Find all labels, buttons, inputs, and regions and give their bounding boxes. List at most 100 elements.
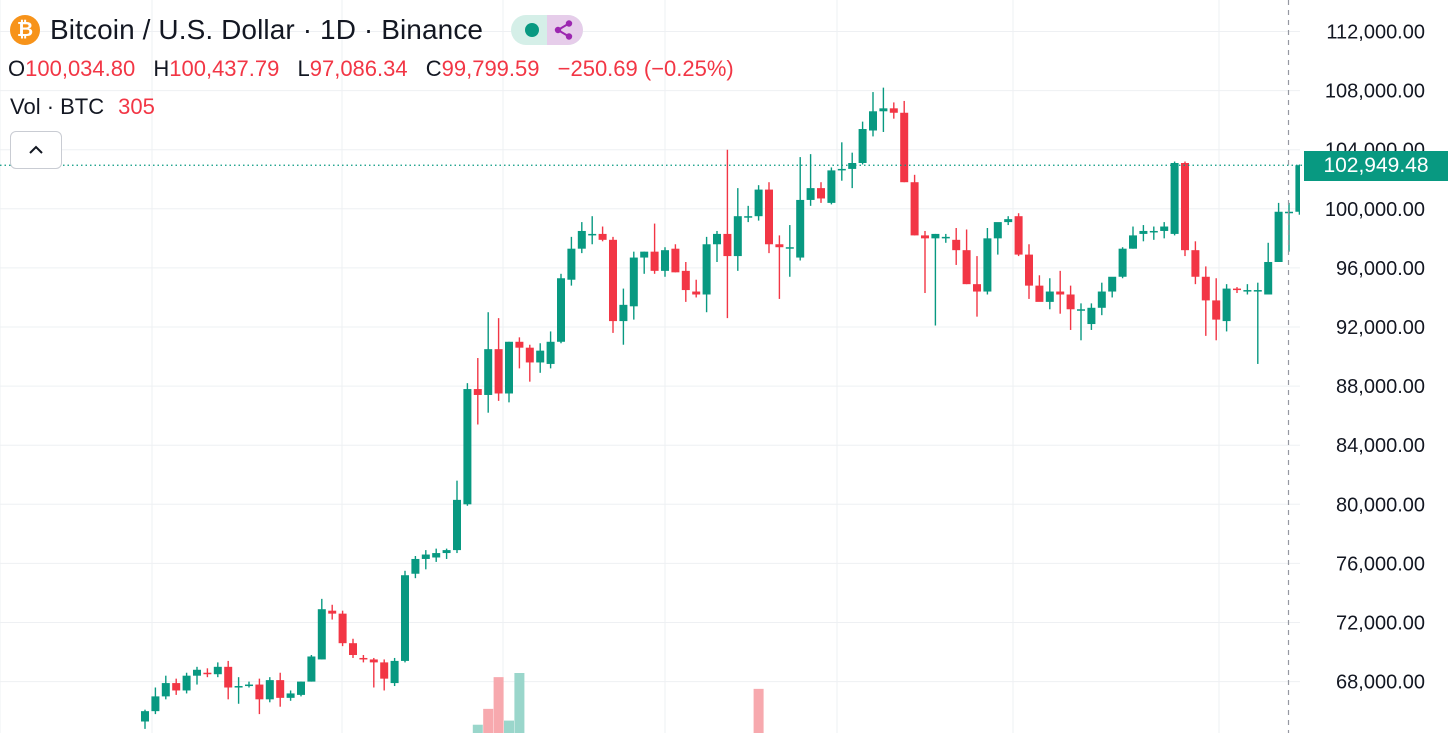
candle-body	[983, 238, 992, 292]
volume-value: 305	[118, 94, 155, 119]
candle	[1118, 247, 1127, 279]
candle-body	[785, 247, 794, 249]
volume-bars	[472, 673, 764, 733]
candle-body	[765, 189, 773, 245]
candle-body	[1129, 235, 1137, 249]
candle	[910, 174, 919, 236]
candle	[297, 681, 305, 697]
candle	[619, 288, 628, 345]
price-tick-label: 96,000.00	[1336, 258, 1425, 280]
candle-body	[286, 693, 295, 698]
candle	[1014, 213, 1023, 257]
candle	[1139, 225, 1148, 242]
collapse-legend-button[interactable]	[10, 131, 62, 169]
candle	[286, 690, 295, 701]
candle-body	[1097, 291, 1106, 308]
volume-bar	[493, 677, 504, 733]
candle	[1097, 282, 1106, 316]
candle-body	[473, 389, 482, 395]
candle	[941, 233, 950, 243]
candle-body	[910, 182, 919, 236]
candle-body	[213, 666, 222, 675]
symbol-title[interactable]: Bitcoin / U.S. Dollar · 1D · Binance	[50, 14, 484, 45]
candle-body	[629, 257, 638, 307]
candle	[983, 228, 992, 295]
candle	[463, 383, 472, 506]
candle	[494, 318, 503, 401]
candle	[453, 480, 461, 554]
price-tick-label: 88,000.00	[1336, 376, 1425, 398]
candle-body	[1274, 211, 1283, 262]
candle-body	[973, 284, 981, 292]
candle	[1025, 244, 1033, 299]
volume-readout[interactable]: Vol · BTC 305	[10, 94, 155, 120]
candle-body	[1243, 290, 1252, 292]
candle	[172, 678, 181, 695]
candle-body	[1004, 219, 1013, 223]
candle	[193, 666, 201, 685]
candle-body	[1118, 248, 1127, 277]
market-open-icon	[525, 23, 540, 37]
candle	[432, 548, 441, 562]
candle-body	[421, 554, 430, 559]
candle-body	[858, 129, 867, 163]
candle-body	[536, 350, 545, 363]
candle	[588, 216, 597, 245]
candle	[182, 672, 191, 694]
candle	[713, 230, 721, 262]
candle	[931, 233, 940, 326]
candle-body	[702, 244, 711, 295]
candle-body	[151, 696, 160, 712]
candle	[1066, 285, 1075, 330]
candle	[723, 149, 732, 319]
candle	[421, 550, 430, 570]
candle-body	[650, 251, 659, 271]
candle	[598, 226, 607, 242]
candle-body	[411, 558, 420, 574]
candle-body	[1222, 288, 1231, 322]
candle	[369, 657, 378, 688]
candle-body	[671, 248, 680, 273]
candle	[151, 687, 160, 715]
candle	[442, 548, 451, 559]
candle-body	[931, 233, 940, 239]
candle-body	[744, 216, 753, 218]
candle	[234, 677, 243, 704]
low-value: 97,086.34	[309, 56, 408, 81]
share-icon[interactable]	[547, 15, 584, 45]
candle	[411, 556, 420, 579]
candle	[567, 236, 576, 286]
candle-body	[567, 248, 576, 280]
candle	[359, 655, 368, 663]
candle-body	[525, 347, 534, 363]
candle	[141, 709, 149, 729]
candle	[1201, 266, 1210, 336]
candle	[681, 261, 690, 302]
candle	[245, 681, 253, 688]
candle	[879, 87, 888, 132]
candle-body	[193, 669, 201, 676]
candle-body	[609, 239, 617, 322]
open-label: O	[8, 56, 26, 81]
status-pill[interactable]	[511, 15, 584, 45]
candle-body	[1025, 254, 1033, 286]
candle	[390, 657, 399, 687]
candle-body	[713, 233, 721, 245]
candle	[1253, 282, 1262, 364]
candle	[380, 659, 389, 691]
candle	[276, 672, 285, 707]
price-tick-label: 100,000.00	[1325, 199, 1425, 221]
candle	[255, 678, 264, 715]
candle-body	[349, 643, 357, 656]
price-tick-label: 112,000.00	[1326, 22, 1425, 44]
candle-body	[317, 609, 326, 660]
volume-bar	[472, 724, 483, 733]
candle-body	[681, 270, 690, 291]
candle	[962, 229, 971, 285]
candle-body	[1160, 226, 1169, 231]
candle	[536, 343, 545, 373]
candle-body	[733, 216, 742, 257]
price-tick-label: 76,000.00	[1336, 553, 1425, 575]
candle	[640, 251, 649, 274]
